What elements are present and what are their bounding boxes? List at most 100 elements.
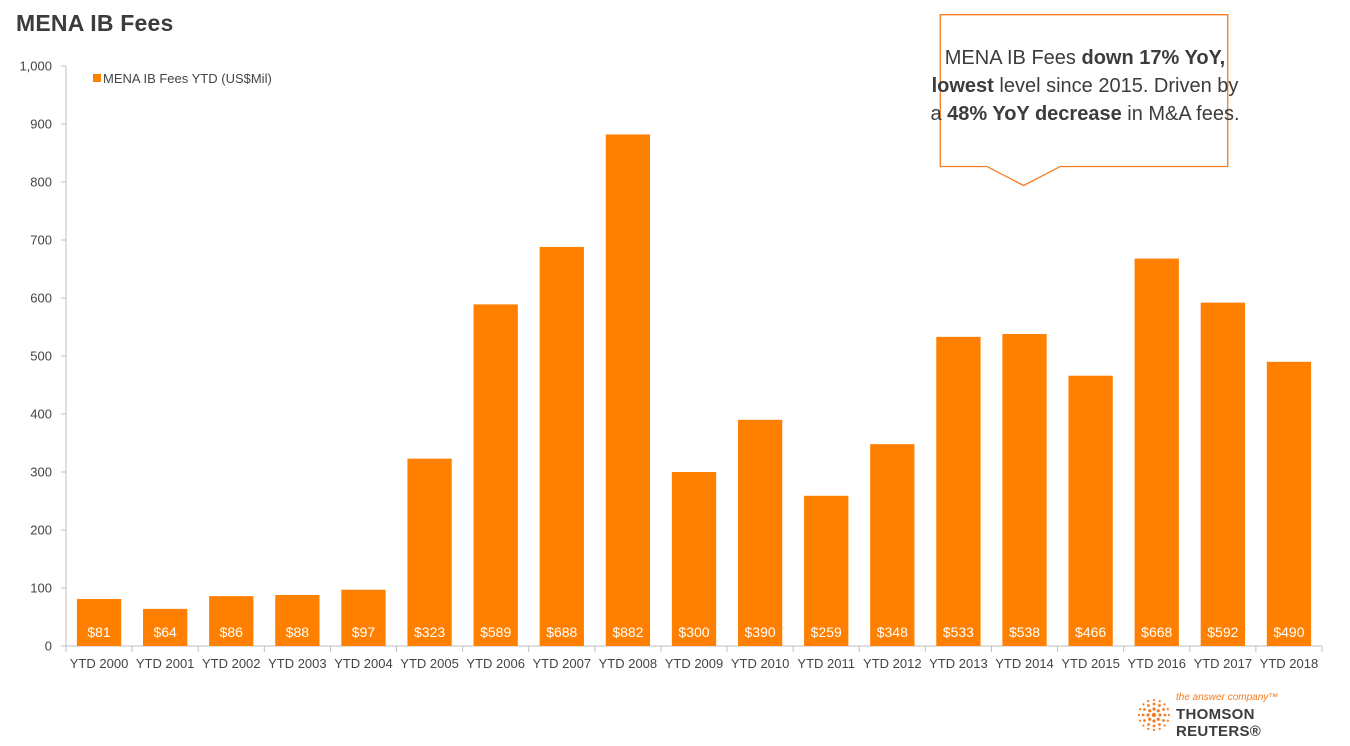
bar-data-label: $668 — [1141, 624, 1172, 640]
bar-data-label: $323 — [414, 624, 445, 640]
logo-name: THOMSON REUTERS® — [1176, 706, 1262, 740]
bar-data-label: $97 — [352, 624, 376, 640]
bar — [936, 336, 981, 646]
x-tick-label: YTD 2011 — [797, 656, 855, 671]
bar — [407, 458, 452, 646]
logo-dot — [1152, 698, 1156, 702]
bar-data-label: $882 — [612, 624, 643, 640]
y-tick-label: 700 — [30, 233, 52, 248]
logo-dot — [1139, 708, 1142, 711]
callout-text: MENA IB Fees down 17% YoY, lowest level … — [926, 44, 1244, 128]
logo-dot — [1166, 708, 1169, 711]
logo-dot — [1158, 723, 1161, 726]
x-axis: YTD 2000 YTD 2001 YTD 2002 YTD 2003 YTD 2004… — [65, 645, 1323, 671]
logo-dot — [1158, 727, 1161, 730]
y-tick-label: 300 — [30, 465, 52, 480]
logo-dot — [1151, 712, 1157, 718]
logo-dot — [1152, 728, 1156, 732]
x-tick-label: YTD 2013 — [929, 656, 988, 671]
bar-data-label: $592 — [1207, 624, 1238, 640]
bars: $81 $64 $86 $88 $97 $323 $589 $688 $882 $300 $390 $… — [76, 134, 1312, 646]
bar-data-label: $589 — [480, 624, 511, 640]
bar-data-label: $81 — [87, 624, 111, 640]
logo-dot — [1147, 704, 1150, 707]
x-tick-label: YTD 2001 — [136, 656, 195, 671]
logo-dot — [1152, 719, 1156, 723]
bar-data-label: $64 — [153, 624, 177, 640]
bar-data-label: $538 — [1009, 624, 1040, 640]
x-tick-label: YTD 2017 — [1194, 656, 1253, 671]
bar — [737, 419, 783, 646]
bar — [143, 608, 188, 646]
bar — [605, 134, 651, 646]
logo-dot — [1156, 709, 1160, 713]
logo-dot — [1137, 713, 1141, 717]
bar-data-label: $86 — [220, 624, 244, 640]
legend-swatch — [93, 74, 101, 82]
bar — [76, 599, 122, 646]
logo-dot — [1152, 702, 1156, 706]
logo-dot — [1163, 713, 1167, 717]
legend: MENA IB Fees YTD (US$Mil) — [93, 71, 272, 86]
callout-segment: level since 2015. Driven by a — [930, 75, 1239, 125]
bar-data-label: $533 — [943, 624, 974, 640]
callout-segment: in M&A fees. — [1121, 103, 1240, 125]
x-tick-label: YTD 2014 — [995, 656, 1054, 671]
bar-data-label: $300 — [678, 624, 709, 640]
callout-highlight: lowest — [931, 75, 994, 97]
y-tick-label: 100 — [30, 581, 52, 596]
y-tick-label: 900 — [30, 117, 52, 132]
x-tick-label: YTD 2002 — [202, 656, 261, 671]
y-tick-label: 1,000 — [19, 59, 52, 74]
logo-dot — [1146, 713, 1150, 717]
bar — [1134, 258, 1179, 646]
bar — [275, 594, 320, 646]
x-tick-label: YTD 2008 — [599, 656, 658, 671]
logo-dot — [1148, 709, 1152, 713]
bar — [870, 444, 915, 646]
x-tick-label: YTD 2000 — [70, 656, 129, 671]
bar — [341, 589, 386, 646]
bar-data-label: $688 — [546, 624, 577, 640]
y-tick-label: 400 — [30, 407, 52, 422]
logo-dot — [1148, 717, 1152, 721]
bar — [473, 304, 518, 646]
x-tick-label: YTD 2010 — [731, 656, 790, 671]
x-tick-label: YTD 2009 — [665, 656, 724, 671]
logo-dot — [1142, 703, 1145, 706]
callout-highlight: 48% YoY decrease — [947, 103, 1122, 125]
logo-dot — [1162, 719, 1165, 722]
x-tick-label: YTD 2005 — [400, 656, 459, 671]
logo-dot — [1158, 700, 1161, 703]
bar-data-label: $88 — [286, 624, 310, 640]
bar-data-label: $390 — [745, 624, 776, 640]
bar — [539, 246, 584, 646]
x-tick-label: YTD 2018 — [1260, 656, 1319, 671]
logo-dot — [1147, 700, 1150, 703]
logo-dot — [1142, 724, 1145, 727]
x-tick-label: YTD 2003 — [268, 656, 327, 671]
logo-dot — [1167, 713, 1171, 717]
bar — [671, 472, 717, 646]
bar — [1200, 302, 1245, 646]
bar — [804, 495, 849, 646]
x-tick-label: YTD 2004 — [334, 656, 393, 671]
x-tick-label: YTD 2015 — [1061, 656, 1120, 671]
bar — [1266, 361, 1312, 646]
logo-dot — [1143, 719, 1146, 722]
bar-data-label: $259 — [811, 624, 842, 640]
logo-dot — [1166, 719, 1169, 722]
y-tick-label: 600 — [30, 291, 52, 306]
logo-dot — [1143, 708, 1146, 711]
x-tick-label: YTD 2012 — [863, 656, 922, 671]
thomson-reuters-dot-logo-icon — [1137, 698, 1171, 732]
y-tick-label: 500 — [30, 349, 52, 364]
logo-dot — [1147, 727, 1150, 730]
bar — [1002, 333, 1047, 646]
logo-dot — [1158, 713, 1162, 717]
y-tick-label: 0 — [45, 639, 52, 654]
bar-data-label: $466 — [1075, 624, 1106, 640]
bar — [1068, 375, 1113, 646]
